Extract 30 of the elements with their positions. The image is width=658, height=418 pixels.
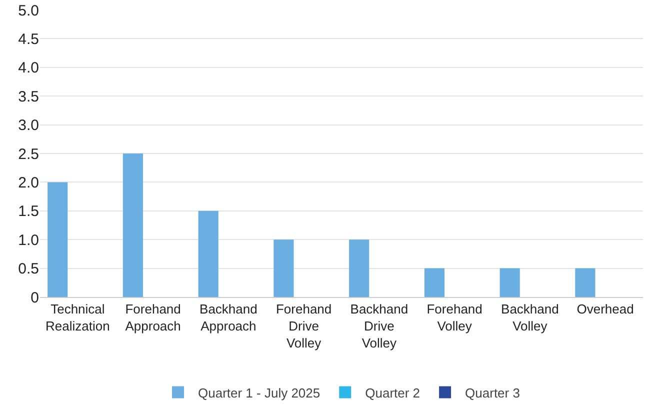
legend-label: Quarter 3 <box>465 385 520 400</box>
x-tick-label: Forehand Approach <box>125 302 181 334</box>
x-tick-label: Forehand Volley <box>426 302 482 334</box>
x-tick-label: Overhead <box>576 302 634 317</box>
y-tick-label: 2.0 <box>18 174 39 192</box>
x-tick-label: Technical Realization <box>46 302 110 334</box>
y-tick-label: 4.5 <box>18 30 39 48</box>
bar <box>349 240 370 297</box>
y-tick-label: 0 <box>30 289 39 306</box>
y-tick-label: 0.5 <box>18 260 39 278</box>
bar <box>424 268 445 297</box>
bar <box>575 268 596 297</box>
y-tick-label: 3.0 <box>18 117 39 134</box>
x-tick-label: Backhand Drive Volley <box>350 302 408 350</box>
y-tick-label: 5.0 <box>18 2 39 20</box>
bar <box>48 182 68 297</box>
y-tick-label: 1.5 <box>18 203 39 220</box>
y-tick-label: 1.0 <box>18 232 39 249</box>
x-tick-label: Backhand Volley <box>501 302 559 334</box>
bar <box>198 210 218 297</box>
legend-label: Quarter 2 <box>365 385 420 400</box>
y-tick-label: 2.5 <box>18 146 39 163</box>
bar <box>274 240 294 297</box>
x-tick-label: Backhand Approach <box>200 302 258 334</box>
bar <box>122 154 144 297</box>
bar <box>500 268 520 297</box>
y-tick-label: 3.5 <box>18 88 39 106</box>
legend-label: Quarter 1 - July 2025 <box>198 385 320 400</box>
x-tick-label: Forehand Drive Volley <box>276 302 332 350</box>
y-tick-label: 4.0 <box>18 60 39 77</box>
